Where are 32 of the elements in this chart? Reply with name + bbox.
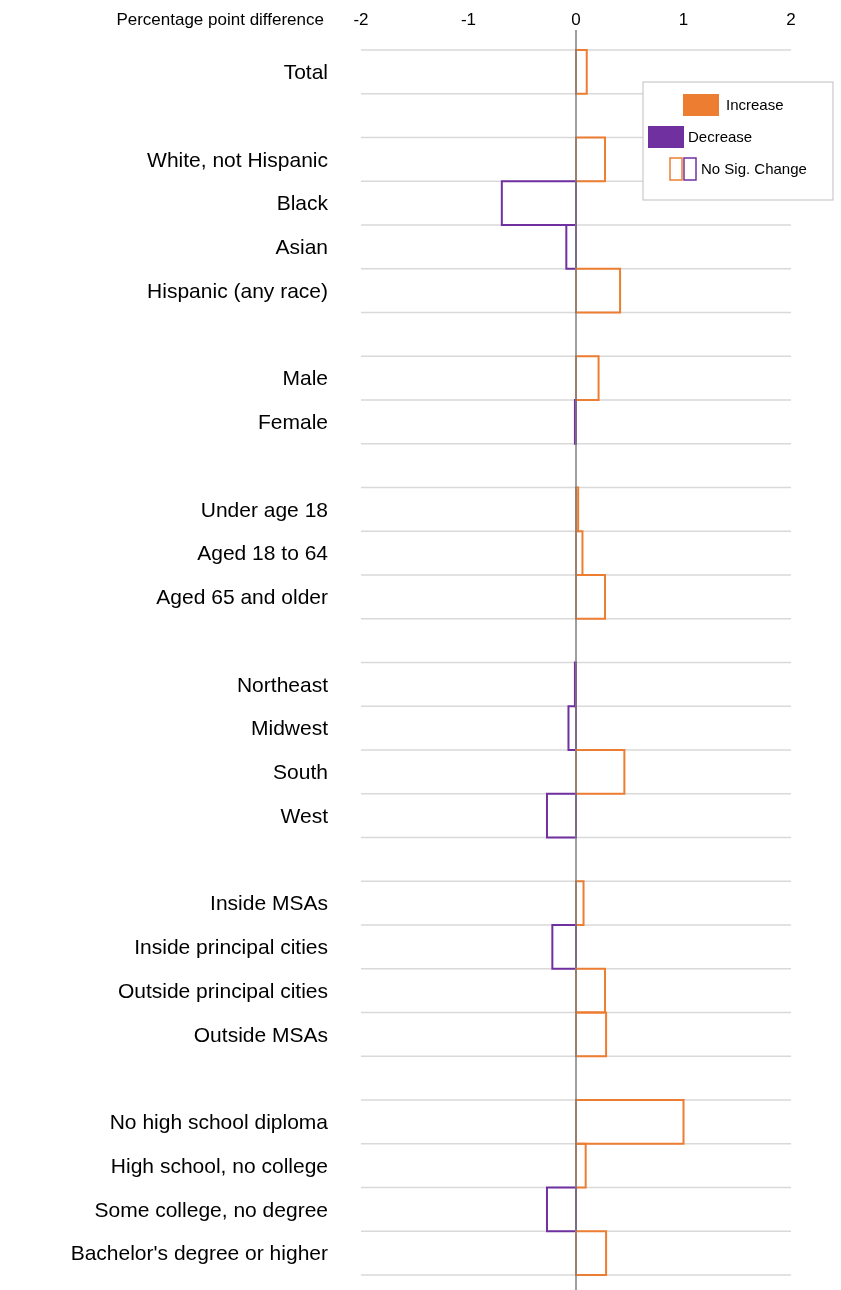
y-tick-label: Some college, no degree	[94, 1197, 328, 1221]
legend-label: Decrease	[688, 128, 753, 146]
y-tick-label: Male	[282, 366, 328, 390]
x-tick-label: 0	[571, 10, 581, 29]
x-tick-label: 1	[678, 10, 689, 29]
y-tick-label: Inside principal cities	[134, 935, 328, 959]
y-tick-label: Northeast	[236, 672, 329, 696]
x-axis-title: Percentage point difference	[116, 10, 324, 29]
y-tick-label: Bachelor's degree or higher	[70, 1241, 328, 1265]
y-tick-label: Aged 18 to 64	[197, 541, 329, 565]
y-tick-label: Hispanic (any race)	[147, 278, 328, 302]
y-tick-label: Total	[283, 60, 328, 84]
y-tick-label: Aged 65 and older	[156, 585, 329, 609]
y-tick-label: South	[273, 760, 328, 784]
y-tick-label: Black	[276, 191, 329, 215]
y-tick-label: High school, no college	[110, 1153, 328, 1177]
legend-label: Increase	[726, 96, 784, 114]
y-tick-label: Outside MSAs	[193, 1022, 328, 1046]
x-tick-label: -2	[353, 10, 369, 29]
y-tick-label: No high school diploma	[109, 1110, 329, 1134]
y-tick-label: Midwest	[250, 716, 329, 740]
legend-label: No Sig. Change	[701, 160, 807, 178]
y-tick-label: Outside principal cities	[117, 978, 328, 1002]
x-tick-label: 2	[786, 10, 796, 29]
y-tick-label: Female	[257, 410, 328, 434]
y-tick-label: Asian	[275, 235, 328, 259]
y-tick-label: Inside MSAs	[210, 891, 328, 915]
y-tick-label: White, not Hispanic	[147, 147, 328, 171]
bar	[573, 399, 577, 445]
y-tick-label: West	[280, 803, 329, 827]
y-tick-label: Under age 18	[200, 497, 328, 521]
x-tick-label: -1	[460, 10, 477, 29]
